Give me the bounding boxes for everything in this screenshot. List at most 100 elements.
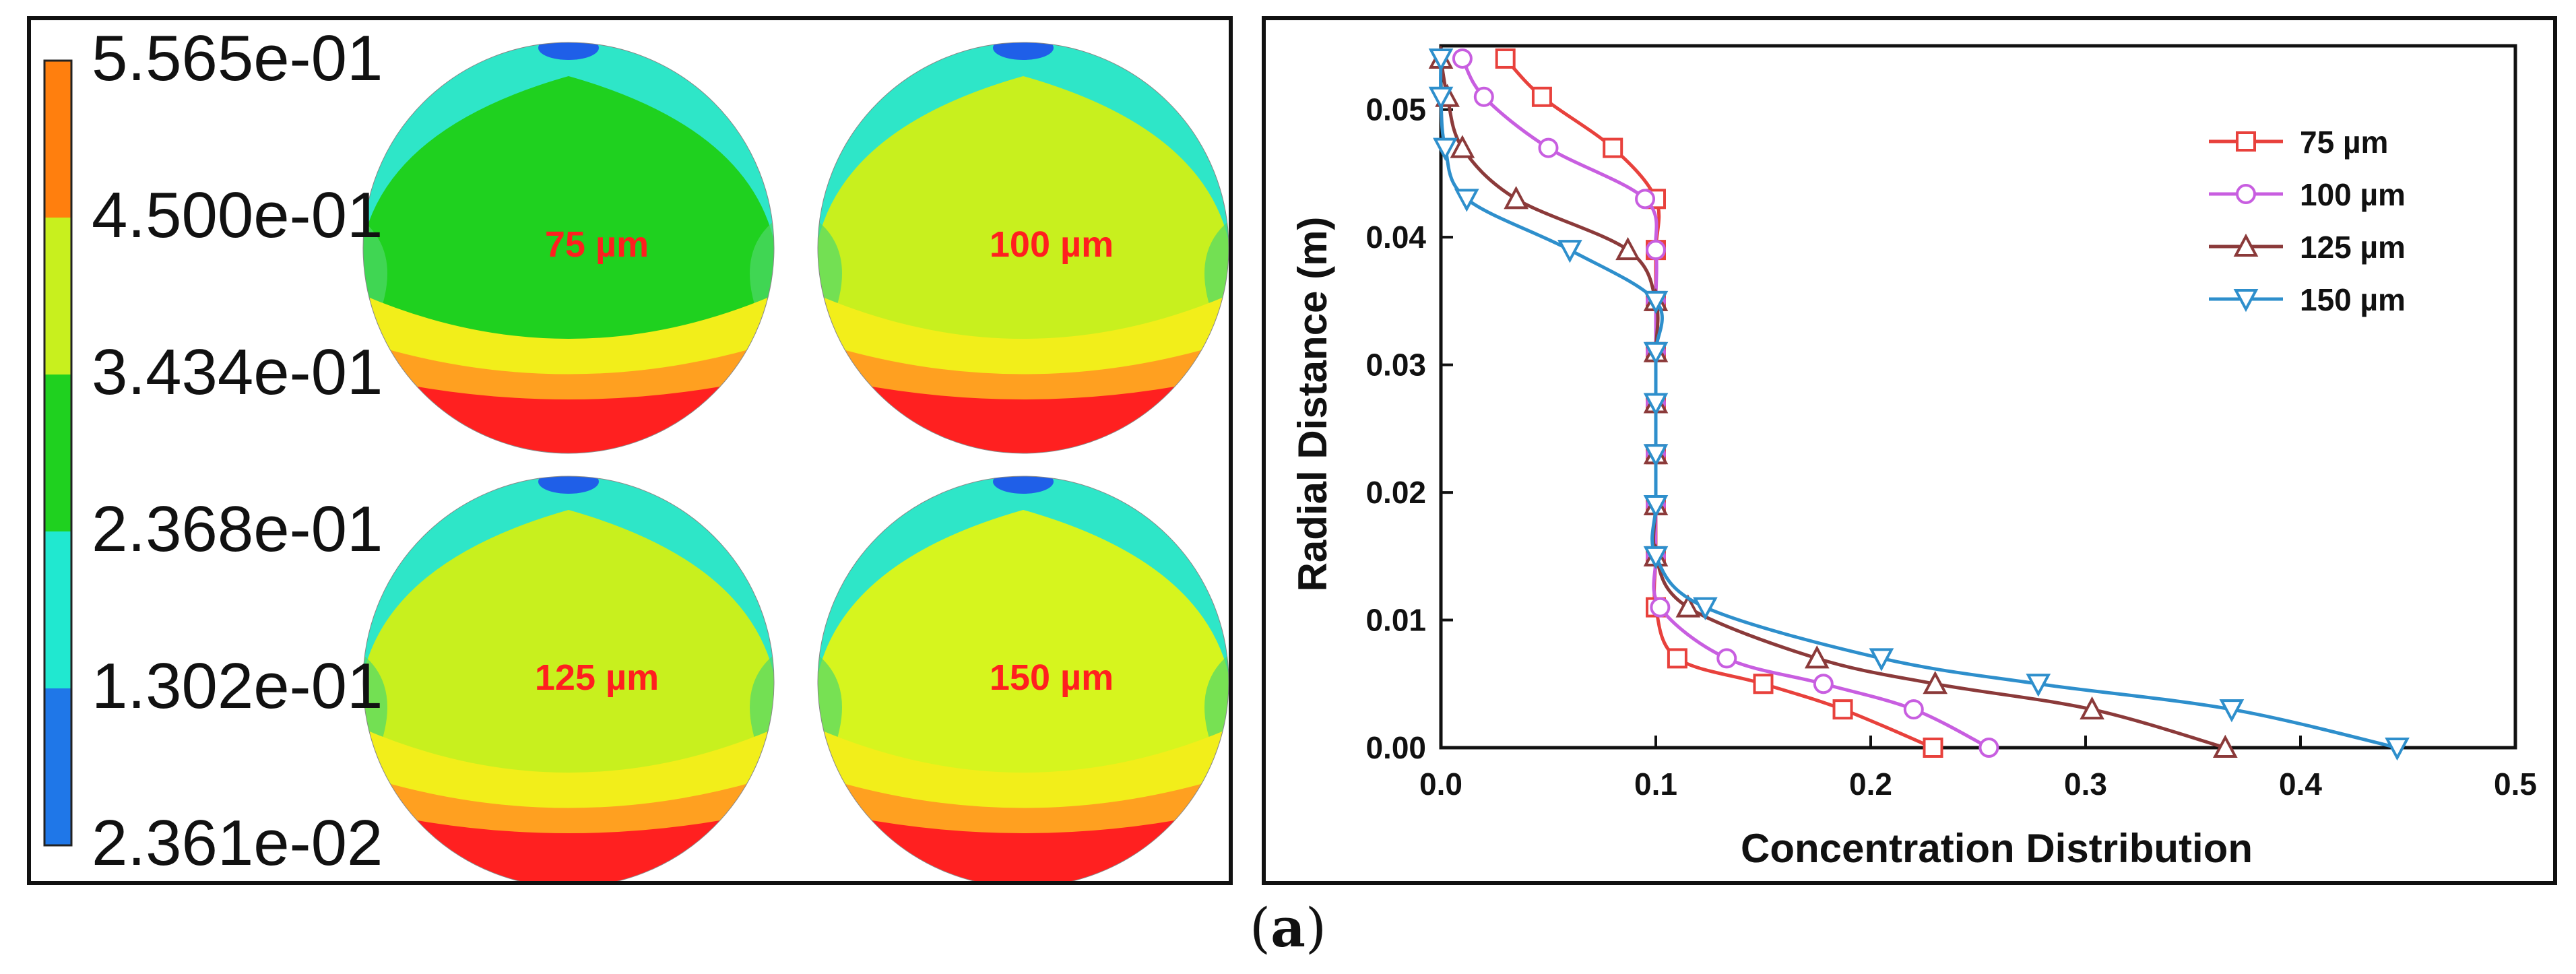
disc-cyan-band bbox=[818, 42, 1229, 241]
data-point-triangle-up bbox=[1504, 186, 1528, 209]
data-point-square bbox=[1753, 674, 1774, 694]
data-point-triangle-up bbox=[1450, 135, 1475, 158]
disc-outline bbox=[362, 42, 775, 454]
contour-disc bbox=[818, 42, 1229, 453]
data-point-circle bbox=[1813, 674, 1834, 694]
data-point-triangle-down bbox=[1643, 444, 1669, 467]
colorbar-label: 1.302e-01 bbox=[92, 650, 383, 722]
colorbar-frame bbox=[43, 59, 73, 847]
chart-series bbox=[1428, 45, 2410, 761]
chart-axes: 0.0 0.1 0.2 0.3 0.4 0.5 0.00 0.01 0.02 0.03 0.04 0.… bbox=[1365, 44, 2537, 802]
series-line bbox=[1504, 57, 1934, 750]
x-tick-label: 0.1 bbox=[1634, 767, 1677, 802]
data-point-circle bbox=[1646, 240, 1666, 261]
data-point-circle bbox=[1635, 189, 1656, 209]
contour-discs bbox=[362, 42, 1229, 881]
colorbar-band-3 bbox=[44, 531, 71, 688]
data-point-triangle-down bbox=[1643, 290, 1669, 315]
disc-blue-spot bbox=[993, 476, 1054, 494]
disc-blue-spot bbox=[538, 42, 599, 60]
colorbar-label: 2.368e-01 bbox=[92, 493, 383, 565]
colorbar-label: 2.361e-02 bbox=[92, 807, 383, 879]
data-point-triangle-down bbox=[1454, 189, 1479, 212]
data-point-square bbox=[2236, 131, 2256, 152]
data-point-triangle-down bbox=[2026, 674, 2051, 697]
colorbar-label: 5.565e-01 bbox=[92, 22, 383, 94]
disc-blue-spot bbox=[538, 476, 599, 494]
data-point-triangle-up bbox=[2233, 233, 2259, 257]
colorbar-band-0 bbox=[44, 61, 71, 218]
series-1 bbox=[1452, 48, 1999, 758]
data-point-triangle-down bbox=[1693, 597, 1718, 620]
data-point-square bbox=[1603, 137, 1623, 158]
data-point-circle bbox=[1716, 648, 1737, 669]
contour-figure bbox=[43, 42, 1229, 881]
colorbar-label: 4.500e-01 bbox=[92, 179, 383, 251]
disc-label-125: 125 µm bbox=[534, 657, 659, 698]
colorbar bbox=[43, 59, 73, 847]
legend-label: 125 µm bbox=[2300, 230, 2406, 265]
plot-frame bbox=[1439, 44, 2517, 750]
data-point-triangle-down bbox=[1643, 393, 1669, 416]
data-point-square bbox=[1531, 86, 1552, 107]
legend-label: 100 µm bbox=[2300, 177, 2406, 212]
x-tick-label: 0.5 bbox=[2494, 767, 2537, 802]
data-point-triangle-down bbox=[1428, 48, 1454, 72]
colorbar-band-4 bbox=[44, 688, 71, 845]
data-point-circle bbox=[1903, 699, 1924, 720]
data-point-triangle-up bbox=[2080, 696, 2104, 720]
data-point-circle bbox=[1538, 137, 1559, 158]
disc-label-100: 100 µm bbox=[989, 224, 1114, 265]
x-tick-label: 0.4 bbox=[2279, 767, 2322, 802]
disc-outline bbox=[817, 476, 1229, 881]
legend-label: 150 µm bbox=[2300, 282, 2406, 317]
colorbar-label: 3.434e-01 bbox=[92, 336, 383, 408]
data-point-square bbox=[1923, 738, 1943, 758]
disc-blue-spot bbox=[993, 42, 1054, 60]
data-point-square bbox=[1667, 648, 1687, 669]
y-tick-label: 0.00 bbox=[1365, 730, 1426, 765]
data-point-triangle-down bbox=[1643, 342, 1669, 365]
y-tick-label: 0.02 bbox=[1365, 475, 1426, 510]
colorbar-band-1 bbox=[44, 218, 71, 375]
series-line bbox=[1439, 58, 2398, 750]
data-point-triangle-down bbox=[2233, 289, 2259, 313]
disc-cyan-band bbox=[818, 476, 1229, 675]
data-point-triangle-up bbox=[1804, 645, 1830, 669]
data-point-square bbox=[1495, 48, 1516, 69]
data-point-triangle-down bbox=[1643, 546, 1669, 570]
data-point-triangle-up bbox=[2213, 734, 2238, 758]
y-tick-label: 0.03 bbox=[1365, 348, 1426, 383]
data-point-triangle-down bbox=[1428, 86, 1454, 110]
y-tick-label: 0.01 bbox=[1365, 603, 1426, 638]
legend-label: 75 µm bbox=[2300, 125, 2388, 160]
x-tick-label: 0.0 bbox=[1419, 767, 1462, 802]
data-point-circle bbox=[1650, 597, 1671, 618]
figure-caption: (a) bbox=[1249, 896, 1327, 959]
data-point-triangle-down bbox=[2219, 699, 2245, 723]
data-point-square bbox=[1832, 699, 1853, 720]
data-point-circle bbox=[2236, 184, 2256, 204]
line-chart: 0.0 0.1 0.2 0.3 0.4 0.5 0.00 0.01 0.02 0.03 0.04 0.… bbox=[1290, 44, 2537, 871]
data-point-triangle-down bbox=[1557, 240, 1582, 263]
data-point-triangle-up bbox=[1675, 594, 1701, 618]
data-point-circle bbox=[1473, 86, 1494, 107]
data-point-circle bbox=[1978, 738, 1999, 758]
data-point-triangle-down bbox=[1433, 137, 1458, 161]
disc-cyan-band bbox=[363, 42, 774, 241]
caption-letter: a bbox=[1270, 896, 1306, 959]
y-tick-label: 0.05 bbox=[1365, 92, 1426, 127]
y-axis-label: Radial Distance (m) bbox=[1290, 217, 1335, 592]
disc-label-150: 150 µm bbox=[989, 657, 1114, 698]
data-point-triangle-down bbox=[2385, 738, 2410, 761]
data-point-circle bbox=[1452, 48, 1473, 69]
contour-panel: 5.565e-01 4.500e-01 3.434e-01 2.368e-01 1.30… bbox=[27, 16, 1233, 885]
series-line bbox=[1439, 58, 2226, 750]
data-point-triangle-down bbox=[1869, 648, 1894, 672]
disc-label-75: 75 µm bbox=[544, 224, 649, 265]
chart-legend: 75 µm 100 µm 125 µm 150 µm bbox=[2209, 125, 2406, 317]
series-3 bbox=[1428, 48, 2410, 761]
line-chart-panel: 0.0 0.1 0.2 0.3 0.4 0.5 0.00 0.01 0.02 0.03 0.04 0.… bbox=[1262, 16, 2557, 885]
disc-cyan-band bbox=[363, 476, 774, 675]
data-point-triangle-down bbox=[1643, 495, 1669, 519]
